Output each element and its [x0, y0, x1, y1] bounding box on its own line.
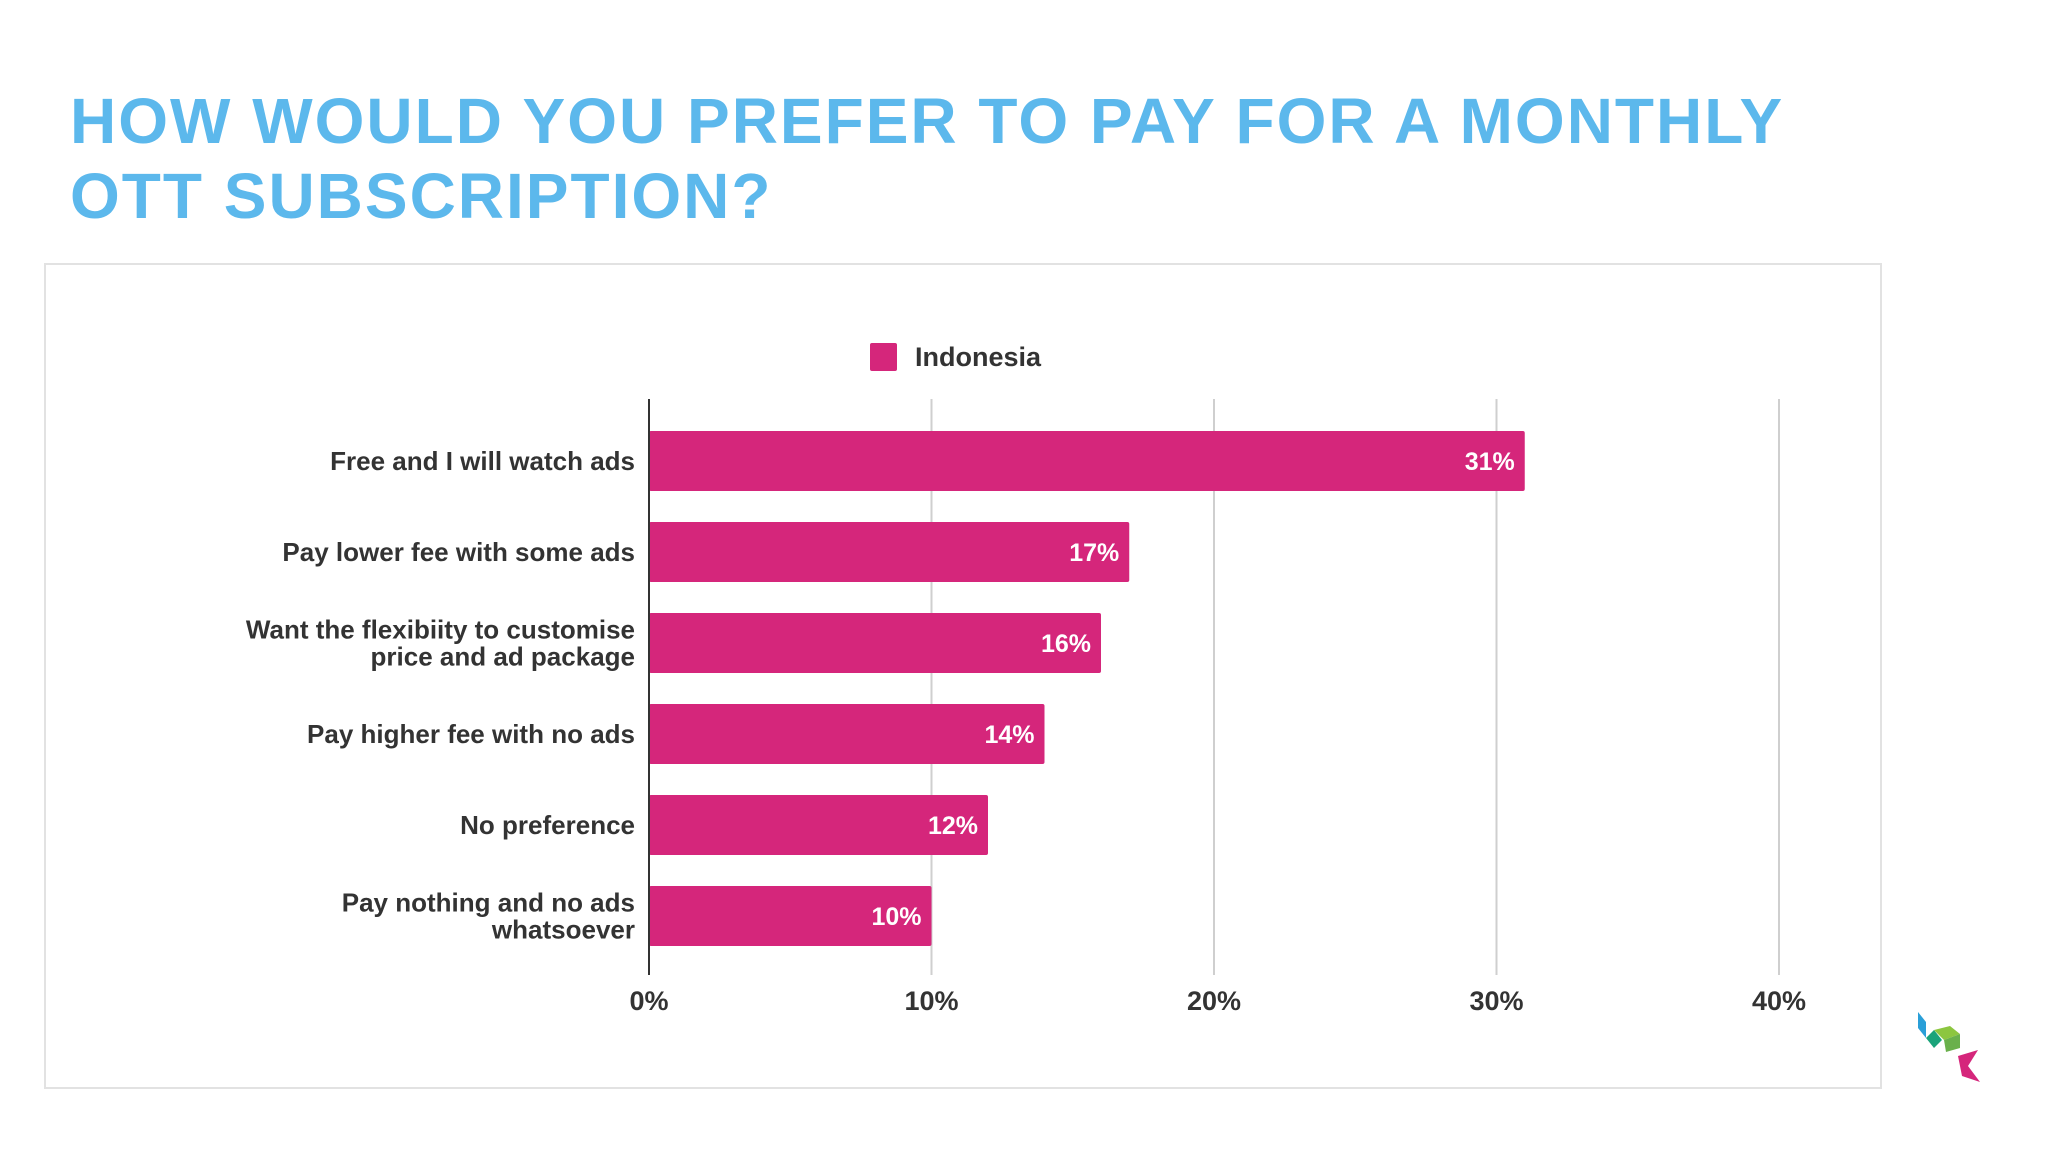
x-tick-label: 10% [904, 986, 958, 1016]
category-label: Free and I will watch ads [330, 446, 635, 476]
category-label: Pay lower fee with some ads [282, 537, 635, 567]
x-tick-label: 20% [1187, 986, 1241, 1016]
data-label: 10% [871, 903, 921, 931]
legend-label: Indonesia [915, 342, 1042, 372]
category-label: No preference [460, 810, 635, 840]
bar [649, 886, 932, 946]
data-label: 16% [1041, 630, 1091, 658]
category-label: Pay nothing and no ads whatsoever [342, 888, 635, 945]
data-label: 12% [928, 812, 978, 840]
bar [649, 704, 1045, 764]
category-label-line: price and ad package [371, 642, 635, 672]
x-tick-label: 30% [1469, 986, 1523, 1016]
bar [649, 795, 988, 855]
category-label-line: Want the flexibiity to customise [246, 615, 635, 645]
slide-title: HOW WOULD YOU PREFER TO PAY FOR A MONTHL… [70, 84, 1970, 234]
data-label: 14% [984, 721, 1034, 749]
category-label-line: Pay nothing and no ads [342, 888, 635, 918]
category-label: Want the flexibiity to customise price an… [246, 615, 635, 672]
legend-swatch [870, 343, 897, 371]
bar [649, 522, 1130, 582]
bar [649, 613, 1101, 673]
bar [649, 431, 1525, 491]
category-label-line: Free and I will watch ads [330, 446, 635, 476]
data-label: 17% [1069, 539, 1119, 567]
data-label: 31% [1465, 448, 1515, 476]
slide-title-line-2: OTT SUBSCRIPTION? [70, 160, 773, 232]
category-label-line: whatsoever [491, 915, 635, 945]
category-label-line: No preference [460, 810, 635, 840]
chart-frame [44, 263, 1882, 1089]
x-tick-label: 0% [629, 986, 668, 1016]
category-label-line: Pay lower fee with some ads [282, 537, 635, 567]
brand-cube-icon [1918, 1012, 1980, 1082]
category-label-line: Pay higher fee with no ads [307, 719, 635, 749]
x-tick-label: 40% [1752, 986, 1806, 1016]
slide-title-line-1: HOW WOULD YOU PREFER TO PAY FOR A MONTHL… [70, 85, 1785, 157]
category-label: Pay higher fee with no ads [307, 719, 635, 749]
